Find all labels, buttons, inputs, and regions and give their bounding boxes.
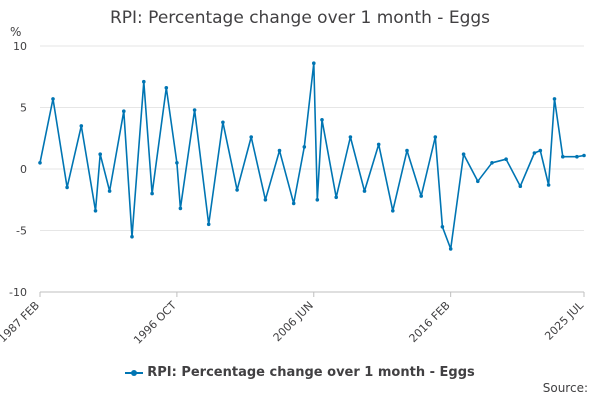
data-point[interactable] <box>235 188 239 192</box>
data-point[interactable] <box>263 198 268 202</box>
legend-label: RPI: Percentage change over 1 month - Eg… <box>147 365 475 380</box>
data-point[interactable] <box>504 157 508 161</box>
data-point[interactable] <box>490 161 494 165</box>
data-point[interactable] <box>405 148 409 153</box>
source-label: Source: <box>542 381 588 395</box>
data-point[interactable] <box>164 86 169 90</box>
data-point[interactable] <box>93 209 98 213</box>
data-point[interactable] <box>315 198 320 202</box>
data-point[interactable] <box>552 97 557 101</box>
x-tick-label: 2025 JUL <box>542 298 586 342</box>
y-tick-label: 0 <box>20 163 27 176</box>
data-point[interactable] <box>348 135 353 139</box>
data-point[interactable] <box>206 222 211 227</box>
data-point[interactable] <box>376 142 381 147</box>
data-point[interactable] <box>178 206 183 211</box>
data-point[interactable] <box>175 161 179 165</box>
data-point[interactable] <box>79 124 84 128</box>
data-point[interactable] <box>532 151 537 155</box>
data-point[interactable] <box>130 234 134 239</box>
data-point[interactable] <box>51 97 55 101</box>
x-tick-label: 1996 OCT <box>131 299 179 347</box>
data-point[interactable] <box>440 225 445 229</box>
data-point[interactable] <box>334 195 339 200</box>
data-point[interactable] <box>433 135 438 139</box>
chart-title: RPI: Percentage change over 1 month - Eg… <box>109 8 491 28</box>
data-point[interactable] <box>575 154 579 159</box>
data-point[interactable] <box>476 179 480 184</box>
x-tick-label: 1987 FEB <box>0 299 42 345</box>
y-tick-label: -10 <box>9 286 27 299</box>
data-point[interactable] <box>142 79 146 84</box>
data-point[interactable] <box>65 185 69 190</box>
data-point[interactable] <box>518 184 523 188</box>
data-point[interactable] <box>538 148 543 153</box>
y-tick-label: 5 <box>20 102 27 115</box>
data-point[interactable] <box>107 189 112 193</box>
data-point[interactable] <box>391 209 395 213</box>
y-tick-labels: 10 5 0 -5 -10 <box>9 40 27 299</box>
y-tick-label: 10 <box>13 40 27 53</box>
data-point[interactable] <box>362 189 367 193</box>
data-point[interactable] <box>312 61 316 65</box>
data-point[interactable] <box>302 145 307 149</box>
legend[interactable]: RPI: Percentage change over 1 month - Eg… <box>0 365 600 380</box>
data-point[interactable] <box>461 152 466 156</box>
data-point[interactable] <box>150 191 154 196</box>
gridlines <box>40 45 584 293</box>
data-point[interactable] <box>122 109 126 113</box>
data-point[interactable] <box>277 148 282 153</box>
data-point[interactable] <box>320 118 324 122</box>
data-point[interactable] <box>249 135 253 139</box>
y-tick-label: -5 <box>16 225 27 238</box>
data-point[interactable] <box>448 247 453 251</box>
series-layer <box>38 61 586 251</box>
series-line <box>39 62 585 250</box>
data-point[interactable] <box>221 120 225 125</box>
data-point[interactable] <box>561 154 565 159</box>
data-point[interactable] <box>582 153 586 158</box>
x-tick-labels: 1987 FEB 1996 OCT 2006 JUN 2016 FEB 2025 JUL <box>0 292 587 347</box>
x-tick-label: 2006 JUN <box>271 299 316 344</box>
legend-line-icon <box>125 367 144 379</box>
y-axis-unit: % <box>10 25 22 39</box>
data-point[interactable] <box>291 201 296 206</box>
data-point[interactable] <box>98 152 102 156</box>
data-point[interactable] <box>419 194 424 198</box>
data-point[interactable] <box>546 183 551 187</box>
data-point[interactable] <box>192 108 197 112</box>
data-point[interactable] <box>38 161 42 165</box>
x-tick-label: 2016 FEB <box>407 299 453 345</box>
